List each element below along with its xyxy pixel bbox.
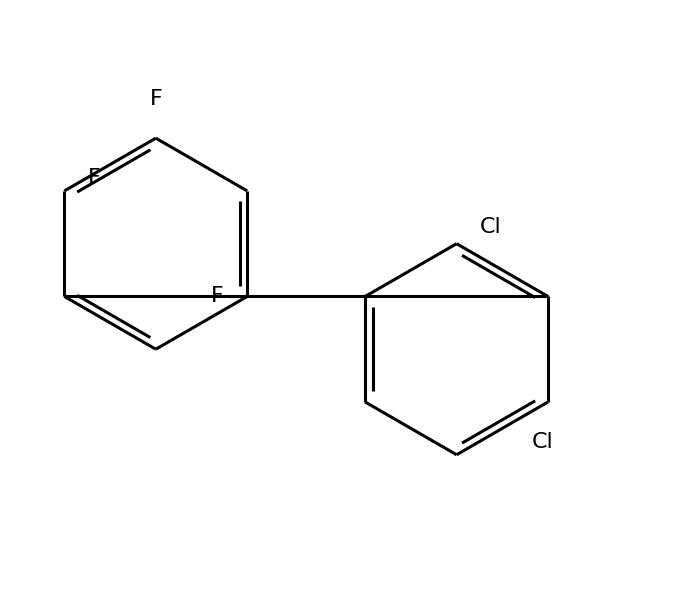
Text: F: F — [211, 287, 224, 306]
Text: F: F — [149, 88, 162, 109]
Text: Cl: Cl — [532, 432, 554, 451]
Text: F: F — [88, 168, 100, 188]
Text: Cl: Cl — [480, 217, 502, 237]
